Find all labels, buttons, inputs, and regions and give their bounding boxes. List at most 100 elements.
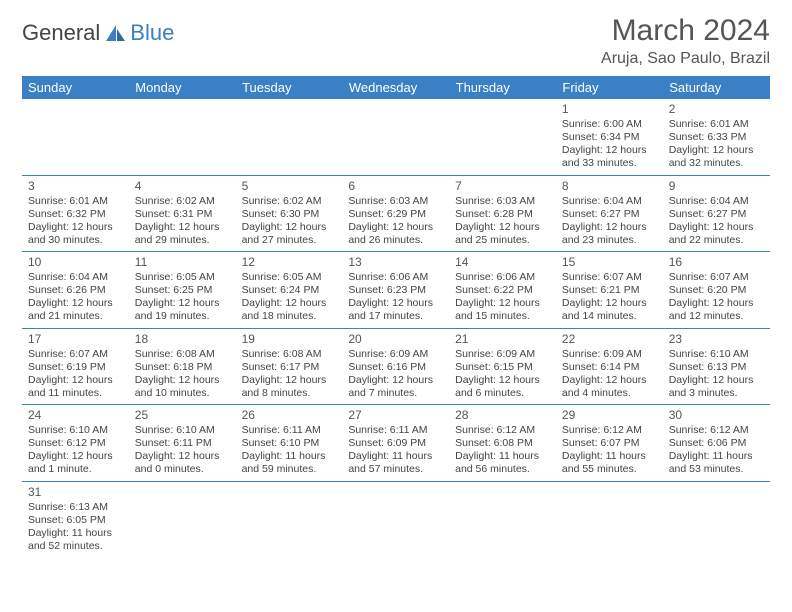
sunrise-text: Sunrise: 6:03 AM bbox=[455, 195, 550, 208]
daylight-text: Daylight: 12 hours bbox=[562, 144, 657, 157]
daylight-text: and 3 minutes. bbox=[669, 387, 764, 400]
calendar-empty bbox=[342, 481, 449, 557]
day-number: 2 bbox=[669, 102, 764, 117]
day-number: 14 bbox=[455, 255, 550, 270]
day-header: Sunday bbox=[22, 76, 129, 99]
calendar-day: 1Sunrise: 6:00 AMSunset: 6:34 PMDaylight… bbox=[556, 99, 663, 175]
calendar-day: 18Sunrise: 6:08 AMSunset: 6:18 PMDayligh… bbox=[129, 328, 236, 405]
sunrise-text: Sunrise: 6:02 AM bbox=[135, 195, 230, 208]
day-header: Thursday bbox=[449, 76, 556, 99]
daylight-text: and 23 minutes. bbox=[562, 234, 657, 247]
calendar-day: 27Sunrise: 6:11 AMSunset: 6:09 PMDayligh… bbox=[342, 405, 449, 482]
day-number: 19 bbox=[242, 332, 337, 347]
day-header-row: SundayMondayTuesdayWednesdayThursdayFrid… bbox=[22, 76, 770, 99]
daylight-text: and 56 minutes. bbox=[455, 463, 550, 476]
calendar-day: 31Sunrise: 6:13 AMSunset: 6:05 PMDayligh… bbox=[22, 481, 129, 557]
brand-part2: Blue bbox=[130, 20, 174, 46]
daylight-text: Daylight: 11 hours bbox=[28, 527, 123, 540]
calendar-day: 20Sunrise: 6:09 AMSunset: 6:16 PMDayligh… bbox=[342, 328, 449, 405]
daylight-text: Daylight: 12 hours bbox=[242, 374, 337, 387]
calendar-day: 11Sunrise: 6:05 AMSunset: 6:25 PMDayligh… bbox=[129, 252, 236, 329]
calendar-day: 12Sunrise: 6:05 AMSunset: 6:24 PMDayligh… bbox=[236, 252, 343, 329]
day-header: Wednesday bbox=[342, 76, 449, 99]
daylight-text: Daylight: 12 hours bbox=[669, 144, 764, 157]
daylight-text: and 30 minutes. bbox=[28, 234, 123, 247]
calendar-day: 3Sunrise: 6:01 AMSunset: 6:32 PMDaylight… bbox=[22, 175, 129, 252]
day-number: 8 bbox=[562, 179, 657, 194]
calendar-day: 23Sunrise: 6:10 AMSunset: 6:13 PMDayligh… bbox=[663, 328, 770, 405]
sunset-text: Sunset: 6:09 PM bbox=[348, 437, 443, 450]
sunrise-text: Sunrise: 6:01 AM bbox=[28, 195, 123, 208]
day-header: Monday bbox=[129, 76, 236, 99]
daylight-text: Daylight: 11 hours bbox=[348, 450, 443, 463]
daylight-text: and 14 minutes. bbox=[562, 310, 657, 323]
page-header: General Blue March 2024 Aruja, Sao Paulo… bbox=[22, 14, 770, 68]
day-number: 3 bbox=[28, 179, 123, 194]
sail-icon bbox=[104, 23, 128, 43]
daylight-text: and 7 minutes. bbox=[348, 387, 443, 400]
calendar-day: 5Sunrise: 6:02 AMSunset: 6:30 PMDaylight… bbox=[236, 175, 343, 252]
sunrise-text: Sunrise: 6:04 AM bbox=[28, 271, 123, 284]
daylight-text: Daylight: 12 hours bbox=[135, 374, 230, 387]
sunrise-text: Sunrise: 6:05 AM bbox=[242, 271, 337, 284]
daylight-text: Daylight: 11 hours bbox=[455, 450, 550, 463]
calendar-empty bbox=[236, 99, 343, 175]
sunset-text: Sunset: 6:19 PM bbox=[28, 361, 123, 374]
day-number: 20 bbox=[348, 332, 443, 347]
sunrise-text: Sunrise: 6:12 AM bbox=[562, 424, 657, 437]
calendar-day: 19Sunrise: 6:08 AMSunset: 6:17 PMDayligh… bbox=[236, 328, 343, 405]
calendar-day: 6Sunrise: 6:03 AMSunset: 6:29 PMDaylight… bbox=[342, 175, 449, 252]
sunrise-text: Sunrise: 6:06 AM bbox=[455, 271, 550, 284]
day-number: 25 bbox=[135, 408, 230, 423]
sunrise-text: Sunrise: 6:12 AM bbox=[455, 424, 550, 437]
daylight-text: and 26 minutes. bbox=[348, 234, 443, 247]
month-title: March 2024 bbox=[601, 14, 770, 48]
sunrise-text: Sunrise: 6:08 AM bbox=[242, 348, 337, 361]
daylight-text: and 32 minutes. bbox=[669, 157, 764, 170]
sunset-text: Sunset: 6:33 PM bbox=[669, 131, 764, 144]
day-number: 11 bbox=[135, 255, 230, 270]
day-number: 6 bbox=[348, 179, 443, 194]
sunset-text: Sunset: 6:24 PM bbox=[242, 284, 337, 297]
daylight-text: Daylight: 11 hours bbox=[669, 450, 764, 463]
calendar-week: 10Sunrise: 6:04 AMSunset: 6:26 PMDayligh… bbox=[22, 252, 770, 329]
calendar-week: 17Sunrise: 6:07 AMSunset: 6:19 PMDayligh… bbox=[22, 328, 770, 405]
sunrise-text: Sunrise: 6:08 AM bbox=[135, 348, 230, 361]
calendar-empty bbox=[342, 99, 449, 175]
sunrise-text: Sunrise: 6:10 AM bbox=[669, 348, 764, 361]
daylight-text: and 6 minutes. bbox=[455, 387, 550, 400]
day-number: 28 bbox=[455, 408, 550, 423]
sunrise-text: Sunrise: 6:10 AM bbox=[135, 424, 230, 437]
day-number: 4 bbox=[135, 179, 230, 194]
daylight-text: and 59 minutes. bbox=[242, 463, 337, 476]
sunset-text: Sunset: 6:10 PM bbox=[242, 437, 337, 450]
calendar-empty bbox=[449, 481, 556, 557]
daylight-text: Daylight: 12 hours bbox=[669, 221, 764, 234]
day-number: 21 bbox=[455, 332, 550, 347]
sunrise-text: Sunrise: 6:09 AM bbox=[348, 348, 443, 361]
daylight-text: and 0 minutes. bbox=[135, 463, 230, 476]
daylight-text: Daylight: 12 hours bbox=[135, 450, 230, 463]
daylight-text: Daylight: 12 hours bbox=[135, 297, 230, 310]
daylight-text: and 57 minutes. bbox=[348, 463, 443, 476]
sunset-text: Sunset: 6:05 PM bbox=[28, 514, 123, 527]
sunrise-text: Sunrise: 6:07 AM bbox=[669, 271, 764, 284]
daylight-text: and 17 minutes. bbox=[348, 310, 443, 323]
daylight-text: and 15 minutes. bbox=[455, 310, 550, 323]
daylight-text: and 19 minutes. bbox=[135, 310, 230, 323]
sunrise-text: Sunrise: 6:07 AM bbox=[562, 271, 657, 284]
sunset-text: Sunset: 6:26 PM bbox=[28, 284, 123, 297]
daylight-text: Daylight: 12 hours bbox=[455, 221, 550, 234]
day-number: 9 bbox=[669, 179, 764, 194]
calendar-day: 30Sunrise: 6:12 AMSunset: 6:06 PMDayligh… bbox=[663, 405, 770, 482]
sunset-text: Sunset: 6:15 PM bbox=[455, 361, 550, 374]
sunset-text: Sunset: 6:11 PM bbox=[135, 437, 230, 450]
daylight-text: and 25 minutes. bbox=[455, 234, 550, 247]
day-number: 30 bbox=[669, 408, 764, 423]
calendar-empty bbox=[236, 481, 343, 557]
daylight-text: Daylight: 12 hours bbox=[28, 297, 123, 310]
daylight-text: Daylight: 12 hours bbox=[562, 297, 657, 310]
sunrise-text: Sunrise: 6:10 AM bbox=[28, 424, 123, 437]
daylight-text: Daylight: 12 hours bbox=[348, 374, 443, 387]
sunrise-text: Sunrise: 6:12 AM bbox=[669, 424, 764, 437]
